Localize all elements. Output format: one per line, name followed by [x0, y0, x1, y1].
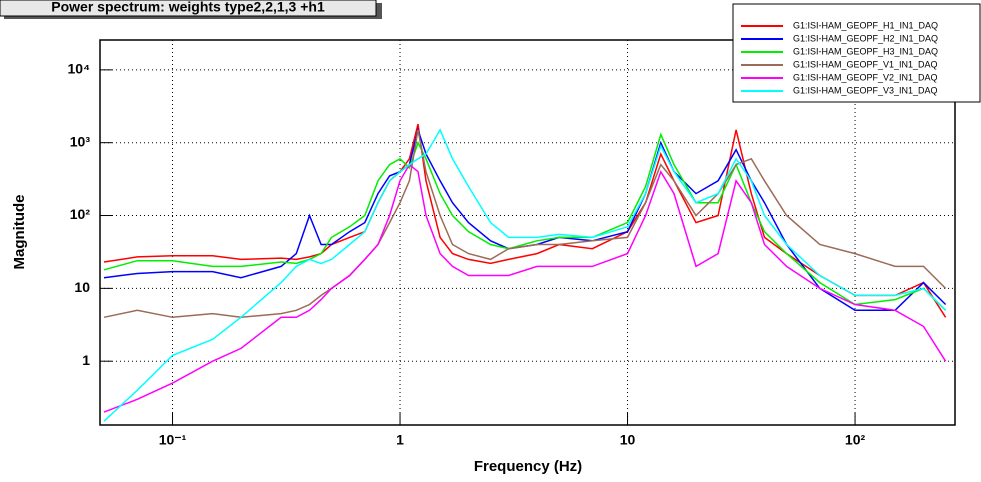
- series-line: [103, 123, 947, 318]
- y-tick-label: 10²: [70, 206, 91, 222]
- legend-label: G1:ISI-HAM_GEOPF_V3_IN1_DAQ: [793, 85, 938, 95]
- legend-label: G1:ISI-HAM_GEOPF_H2_IN1_DAQ: [793, 33, 938, 43]
- legend-label: G1:ISI-HAM_GEOPF_H1_IN1_DAQ: [793, 20, 938, 30]
- legend-label: G1:ISI-HAM_GEOPF_V2_IN1_DAQ: [793, 72, 938, 82]
- y-tick-label: 10: [74, 279, 90, 295]
- x-axis-label: Frequency (Hz): [474, 458, 582, 475]
- x-tick-label: 10²: [845, 432, 866, 448]
- y-axis-label: Magnitude: [11, 195, 28, 270]
- series-line: [103, 128, 947, 422]
- y-tick-label: 1: [82, 352, 90, 368]
- series-line: [103, 132, 947, 311]
- series-line: [103, 127, 947, 312]
- series-line: [103, 163, 947, 413]
- y-tick-label: 10³: [70, 133, 91, 149]
- chart-title: Power spectrum: weights type2,2,1,3 +h1: [51, 0, 325, 15]
- x-tick-label: 1: [396, 432, 404, 448]
- series-line: [103, 129, 947, 319]
- plot-frame: [99, 39, 956, 426]
- x-tick-label: 10: [620, 432, 636, 448]
- y-tick-label: 10⁴: [68, 61, 91, 77]
- legend-label: G1:ISI-HAM_GEOPF_H3_IN1_DAQ: [793, 46, 938, 56]
- x-tick-label: 10⁻¹: [159, 432, 187, 448]
- legend-label: G1:ISI-HAM_GEOPF_V1_IN1_DAQ: [793, 59, 938, 69]
- title-box: [0, 0, 377, 17]
